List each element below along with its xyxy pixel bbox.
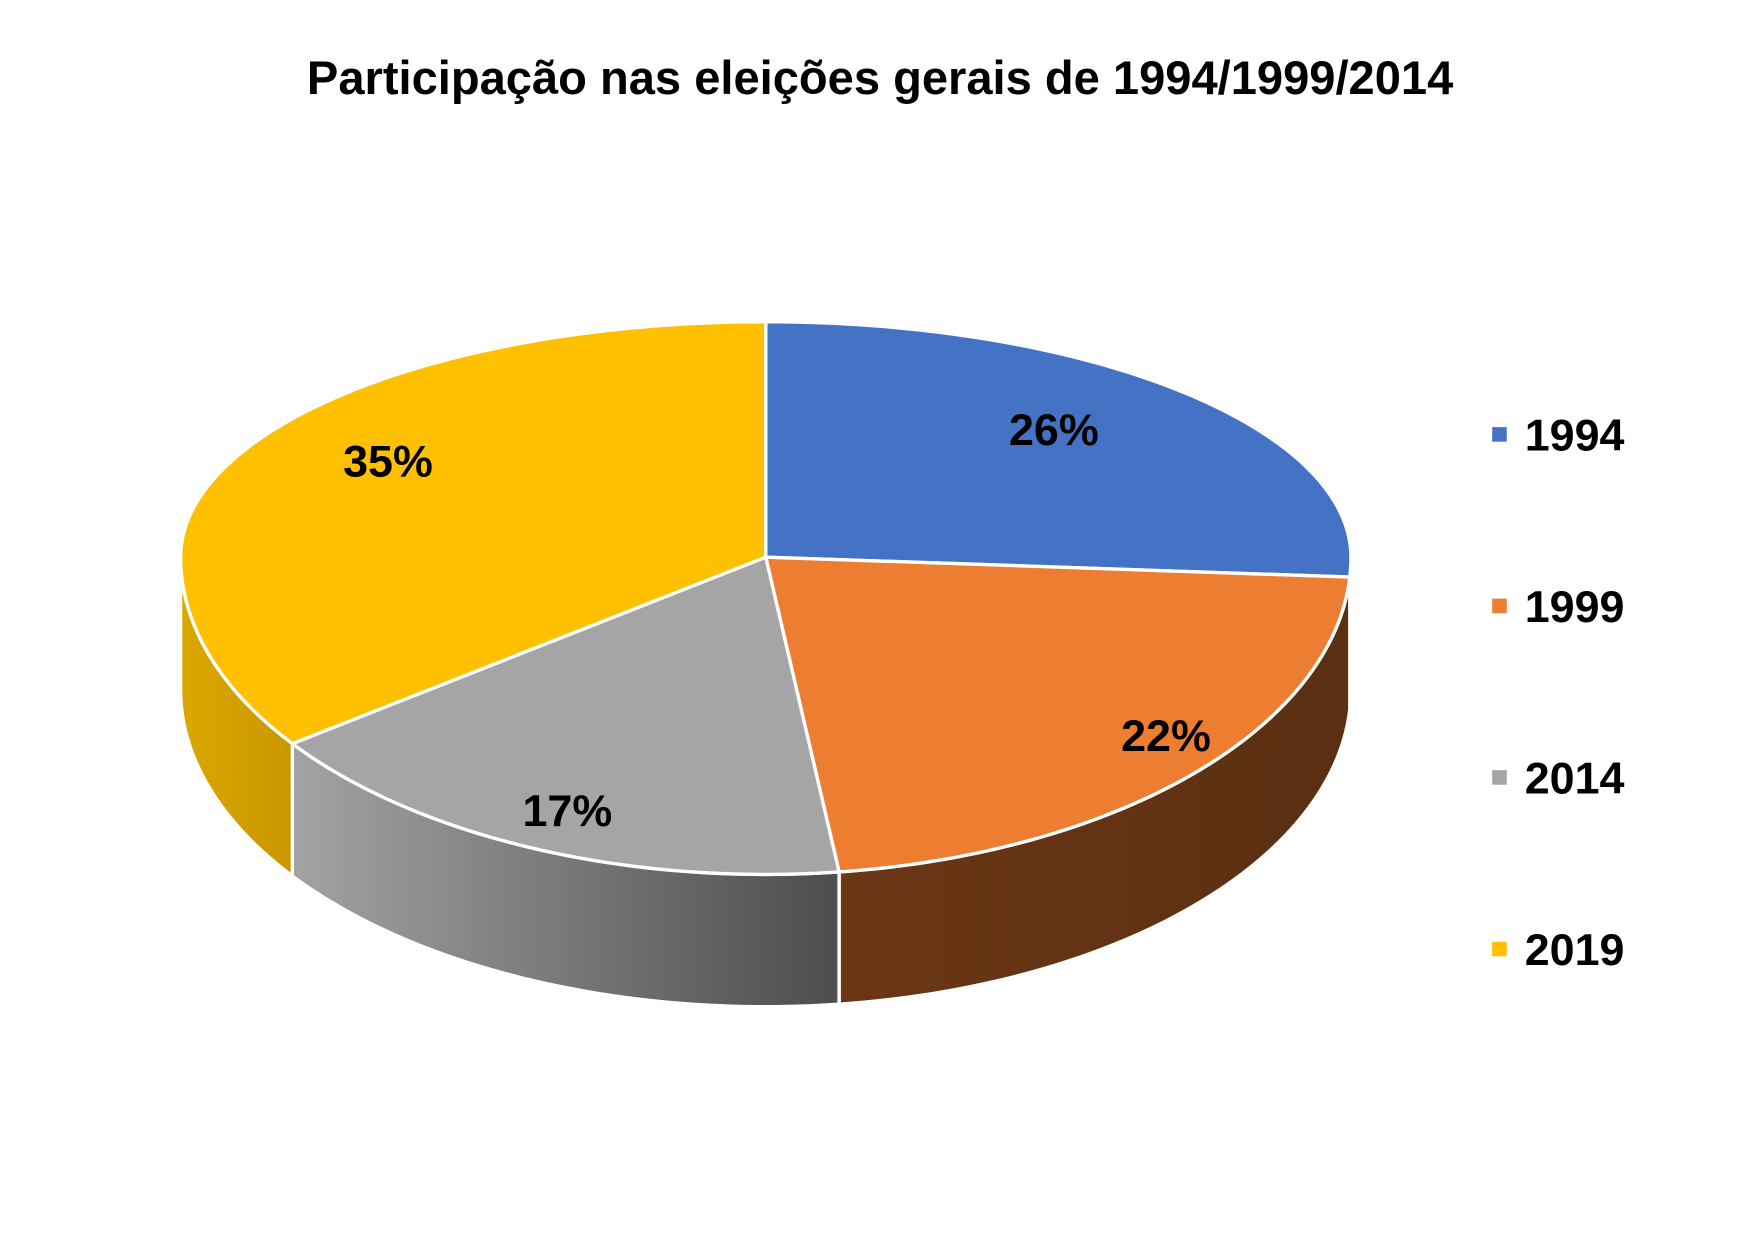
legend-swatch-2014 bbox=[1492, 770, 1507, 785]
legend-swatch-2019 bbox=[1492, 941, 1507, 957]
legend: 1994 1999 2014 2019 bbox=[1492, 410, 1625, 975]
legend-label-1999: 1999 bbox=[1525, 581, 1625, 632]
data-label-1994: 26% bbox=[1009, 404, 1099, 455]
chart-title: Participação nas eleições gerais de 1994… bbox=[307, 51, 1453, 104]
slice-2019 bbox=[178, 320, 768, 746]
data-label-2014: 17% bbox=[522, 785, 612, 836]
data-label-2019: 35% bbox=[343, 435, 433, 486]
legend-label-1994: 1994 bbox=[1525, 410, 1625, 461]
data-label-1999: 22% bbox=[1121, 710, 1211, 761]
slice-2014 bbox=[290, 555, 841, 877]
data-labels: 26% 22% 17% 35% bbox=[343, 404, 1211, 836]
pie-slices bbox=[178, 320, 1353, 877]
legend-label-2014: 2014 bbox=[1525, 753, 1625, 804]
legend-label-2019: 2019 bbox=[1525, 924, 1625, 975]
legend-swatch-1999 bbox=[1492, 598, 1507, 614]
legend-swatch-1994 bbox=[1492, 427, 1507, 442]
slice-1994 bbox=[764, 320, 1353, 579]
slice-1999 bbox=[764, 555, 1352, 874]
